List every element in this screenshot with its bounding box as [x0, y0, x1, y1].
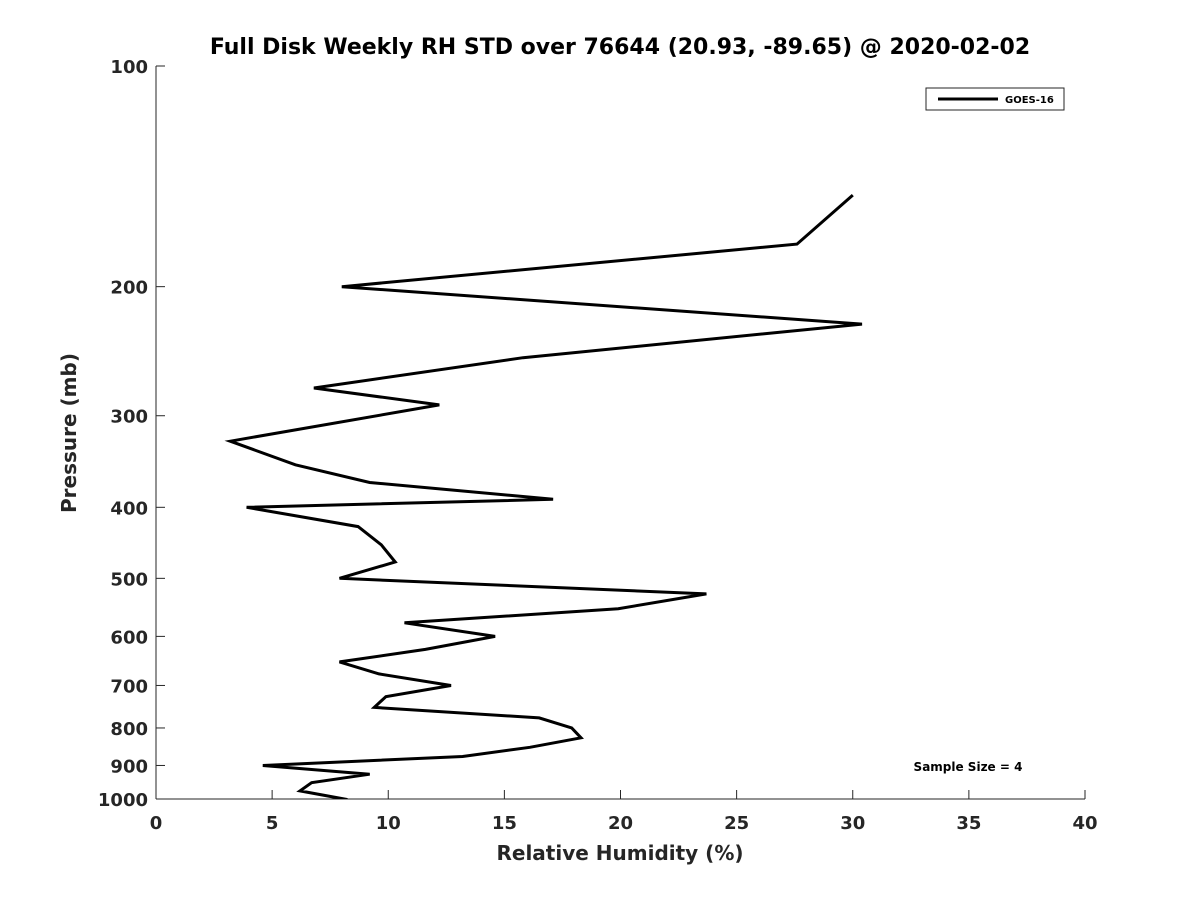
y-tick-label: 100 — [110, 57, 148, 78]
legend-label-goes16: GOES-16 — [1005, 95, 1054, 106]
x-tick-label: 30 — [840, 813, 865, 834]
series-line-goes16 — [224, 193, 863, 799]
x-axis-ticks: 0 5 10 15 20 25 30 35 40 — [150, 790, 1098, 834]
x-tick-label: 25 — [724, 813, 749, 834]
x-tick-label: 5 — [266, 813, 279, 834]
x-tick-label: 10 — [376, 813, 401, 834]
x-tick-label: 15 — [492, 813, 517, 834]
y-tick-label: 300 — [110, 407, 148, 428]
x-tick-label: 40 — [1072, 813, 1097, 834]
x-tick-label: 0 — [150, 813, 163, 834]
x-axis-label: Relative Humidity (%) — [496, 841, 743, 865]
y-axis-ticks: 100 200 300 400 500 600 700 800 900 1000 — [98, 57, 165, 811]
y-tick-label: 200 — [110, 278, 148, 299]
sample-size-annotation: Sample Size = 4 — [914, 760, 1023, 774]
y-axis-label: Pressure (mb) — [57, 353, 81, 513]
legend: GOES-16 — [925, 87, 1065, 111]
y-tick-label: 900 — [110, 756, 148, 777]
x-tick-label: 35 — [956, 813, 981, 834]
y-tick-label: 800 — [110, 719, 148, 740]
y-tick-label: 1000 — [98, 790, 148, 811]
chart-title: Full Disk Weekly RH STD over 76644 (20.9… — [210, 35, 1030, 60]
x-tick-label: 20 — [608, 813, 633, 834]
y-tick-label: 600 — [110, 627, 148, 648]
y-tick-label: 400 — [110, 498, 148, 519]
y-tick-label: 700 — [110, 676, 148, 697]
y-tick-label: 500 — [110, 569, 148, 590]
